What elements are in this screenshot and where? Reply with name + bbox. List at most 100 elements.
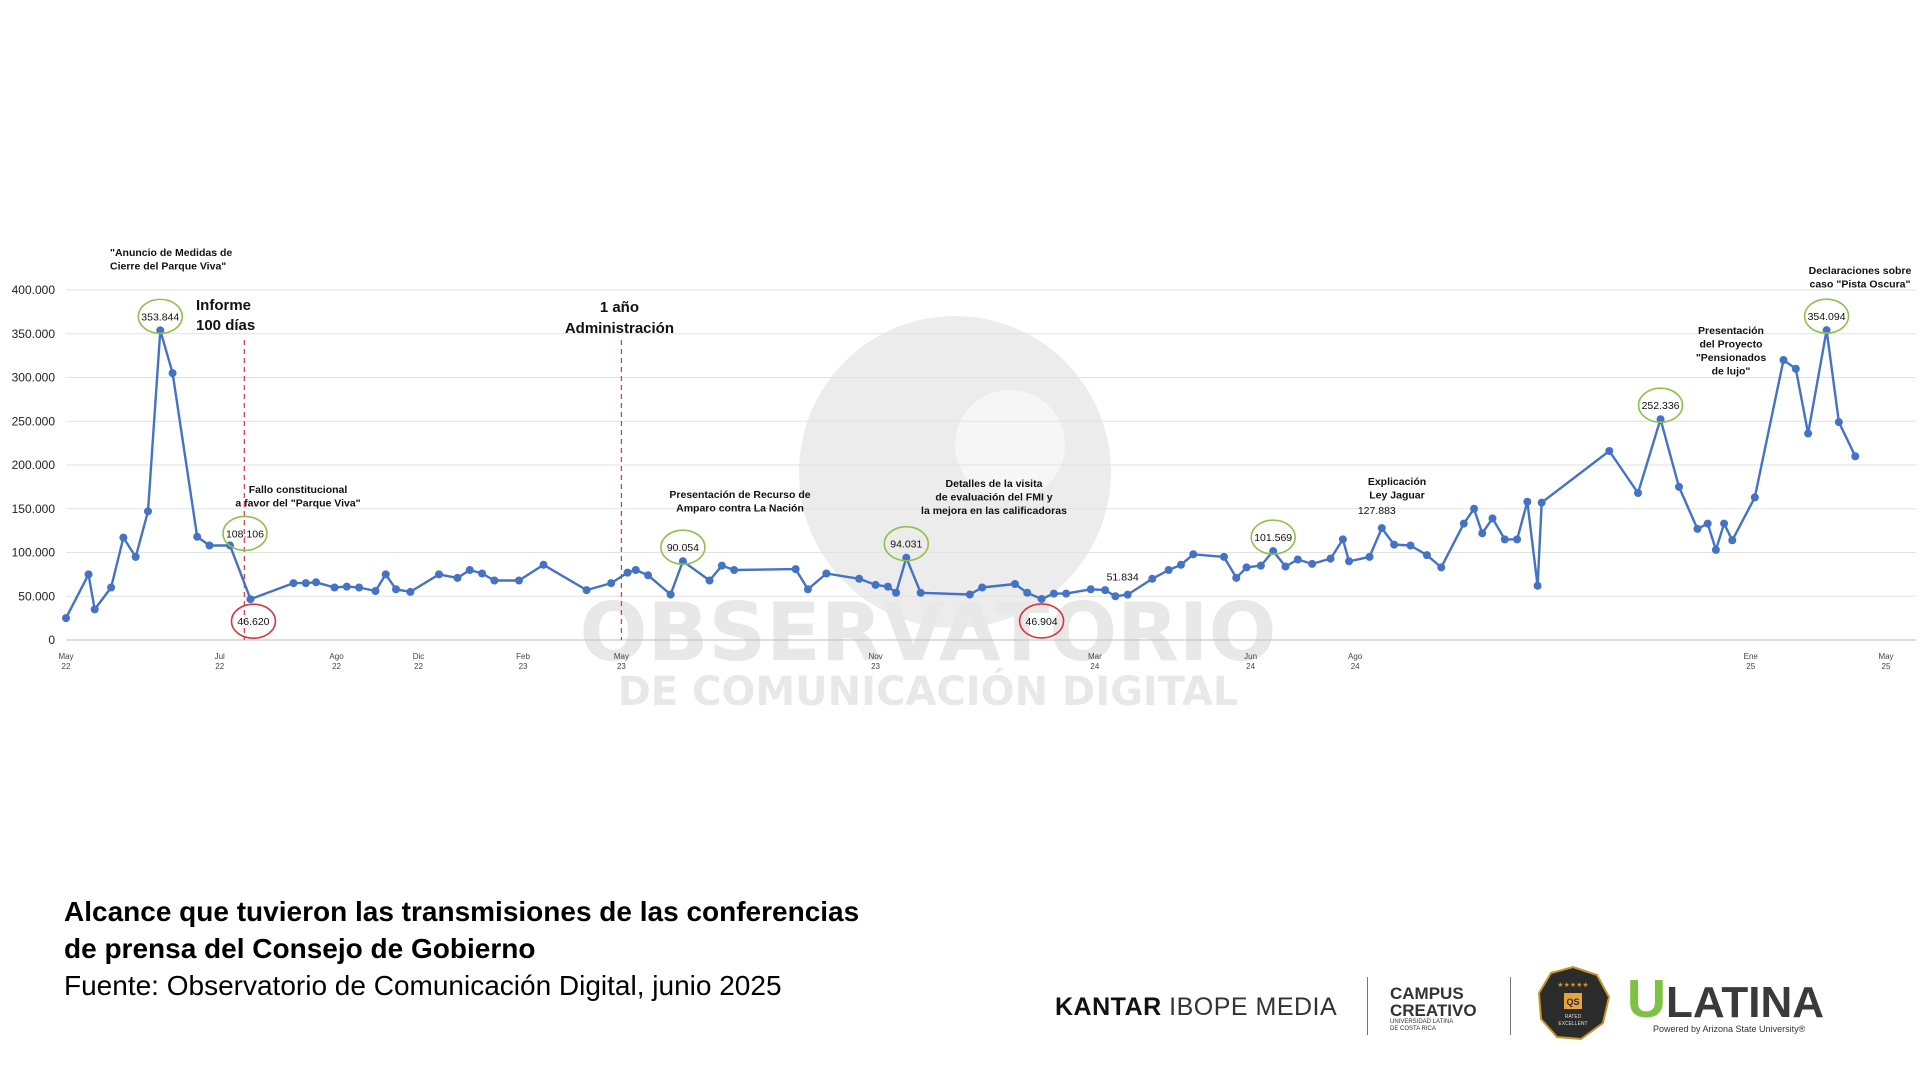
data-point <box>730 566 739 574</box>
highlight-ring <box>1637 387 1684 424</box>
data-label: 353.844 <box>141 311 179 323</box>
highlight-ring <box>1803 298 1850 334</box>
watermark-title: OBSERVATORIO <box>580 586 1277 679</box>
x-tick-month: Feb <box>516 652 530 661</box>
ibope-media-word: IBOPE MEDIA <box>1169 993 1338 1021</box>
data-point <box>1605 447 1614 455</box>
data-point <box>1365 552 1374 561</box>
data-point <box>1293 555 1302 564</box>
x-tick-month: May <box>58 652 73 661</box>
highlight-ring <box>222 515 268 552</box>
annotation-line: caso "Pista Oscura" <box>1809 279 1910 291</box>
data-point <box>1406 541 1415 550</box>
data-label: 108.106 <box>226 528 264 540</box>
x-tick-month: Ene <box>1744 652 1759 661</box>
data-point <box>1537 498 1546 507</box>
badge-text-1: RATED <box>1565 1014 1582 1020</box>
data-point <box>1062 589 1071 598</box>
data-point <box>1037 594 1046 603</box>
logo-divider <box>1367 977 1368 1035</box>
reference-label: 1 año <box>600 299 639 316</box>
data-point <box>1478 529 1487 538</box>
data-point <box>1269 547 1278 556</box>
data-point <box>1256 561 1265 570</box>
annotation-line: del Proyecto <box>1699 339 1762 351</box>
data-point <box>631 566 640 574</box>
data-point <box>1791 364 1800 373</box>
data-point <box>883 582 892 591</box>
reference-label: Administración <box>565 320 674 337</box>
x-tick-month: Nov <box>868 652 882 661</box>
x-tick-year: 22 <box>215 662 224 671</box>
x-axis-ticks: May22Jul22Ago22Dic22Feb23May23Nov23Mar24… <box>58 652 1893 671</box>
y-tick-label: 150.000 <box>12 502 56 516</box>
campus-creativo-logo: CAMPUS CREATIVO UNIVERSIDAD LATINA DE CO… <box>1390 985 1477 1033</box>
watermark-logo-inner <box>955 390 1065 500</box>
data-point <box>1728 536 1737 545</box>
data-point <box>1023 588 1032 597</box>
data-point <box>131 552 140 561</box>
annotation-line: Cierre del Parque Viva" <box>110 261 226 273</box>
logo-divider <box>1510 977 1511 1035</box>
data-point <box>582 586 591 595</box>
data-point <box>355 583 364 592</box>
badge-stars: ★★★★★ <box>1557 981 1588 989</box>
data-point <box>1703 519 1712 528</box>
data-point <box>1176 560 1185 569</box>
data-point <box>453 573 462 582</box>
data-point <box>371 587 380 595</box>
data-point <box>902 553 911 562</box>
data-point <box>1377 524 1386 533</box>
highlight-ring <box>1250 519 1296 555</box>
reach-line-chart: OBSERVATORIO DE COMUNICACIÓN DIGITAL 0 50… <box>12 247 1916 715</box>
data-point <box>1470 504 1479 513</box>
data-point <box>1500 535 1509 544</box>
series-path <box>64 329 1857 619</box>
data-point <box>1345 557 1354 566</box>
data-point <box>1219 552 1228 561</box>
highlight-ring <box>1018 603 1065 639</box>
caption-title-line-1: Alcance que tuvieron las transmisiones d… <box>64 896 860 927</box>
event-annotations: "Anuncio de Medidas de Cierre del Parque … <box>110 247 1912 517</box>
data-point <box>803 585 812 594</box>
x-tick-month: Jul <box>215 652 225 661</box>
data-point <box>1674 482 1683 491</box>
data-label: 127.883 <box>1358 505 1396 517</box>
kantar-ibope-logo: KANTAR IBOPE MEDIA <box>1055 993 1337 1022</box>
data-point <box>705 576 714 585</box>
data-point <box>330 583 339 592</box>
qs-rating-badge: ★★★★★ QS RATED EXCELLENT <box>1537 965 1611 1041</box>
data-point <box>871 580 880 589</box>
creativo-word: CREATIVO <box>1390 1001 1477 1020</box>
data-point <box>84 570 93 579</box>
data-point <box>1523 497 1532 506</box>
y-tick-label: 0 <box>48 633 55 647</box>
data-label: 101.569 <box>1254 532 1292 544</box>
x-tick-year: 24 <box>1090 662 1099 671</box>
data-point <box>1123 590 1132 599</box>
x-tick-year: 22 <box>332 662 341 671</box>
data-point <box>1656 415 1665 424</box>
highlight-ring <box>230 603 277 640</box>
data-point <box>1189 550 1198 559</box>
data-point <box>607 579 616 588</box>
data-point <box>435 570 444 579</box>
badge-text-2: EXCELLENT <box>1558 1021 1587 1027</box>
data-point <box>246 595 255 604</box>
data-point <box>514 576 523 585</box>
data-point <box>1086 585 1095 594</box>
data-point <box>1101 586 1110 595</box>
data-point <box>1049 589 1058 598</box>
data-point <box>1437 563 1446 572</box>
annotation-line: Presentación <box>1698 325 1764 337</box>
x-tick-month: Ago <box>1348 652 1363 661</box>
x-tick-year: 24 <box>1351 662 1360 671</box>
highlight-ring <box>883 525 930 562</box>
data-point <box>1281 562 1290 571</box>
data-point <box>1693 524 1702 533</box>
data-point <box>289 579 298 588</box>
data-point <box>1513 535 1522 544</box>
highlight-rings: 353.844 108.106 46.620 90.054 94.031 46.904 10… <box>137 298 1850 640</box>
campus-subtitle-1: UNIVERSIDAD LATINA <box>1390 1019 1454 1025</box>
y-tick-label: 100.000 <box>12 546 56 560</box>
